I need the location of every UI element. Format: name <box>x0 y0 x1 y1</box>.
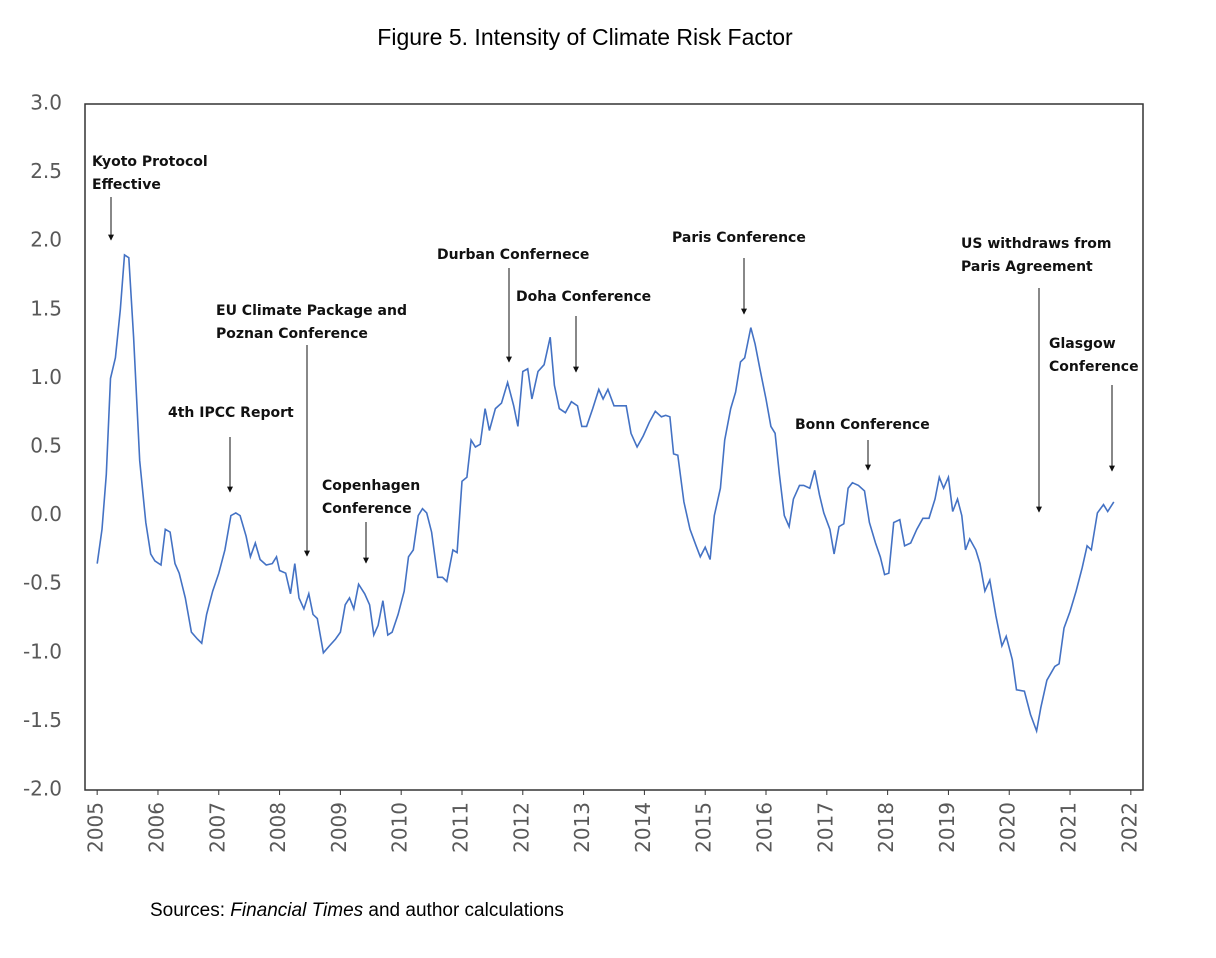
x-tick-label: 2020 <box>996 802 1020 853</box>
x-tick-label: 2016 <box>753 802 777 853</box>
annotation: Conference <box>1049 359 1139 375</box>
y-tick-label: 0.5 <box>30 434 62 458</box>
x-tick-label: 2015 <box>692 802 716 853</box>
y-tick-label: 0.0 <box>30 502 62 526</box>
annotation: Kyoto Protocol <box>92 154 208 170</box>
y-tick-label: 1.0 <box>30 365 62 389</box>
annotation: Doha Conference <box>516 289 651 305</box>
annotation: US withdraws from <box>961 236 1111 252</box>
annotation: Effective <box>92 177 161 193</box>
x-tick-label: 2019 <box>935 802 959 853</box>
y-tick-label: 3.0 <box>30 91 62 115</box>
annotation: Conference <box>322 501 412 517</box>
x-tick-label: 2021 <box>1057 802 1081 853</box>
x-tick-label: 2022 <box>1117 802 1141 853</box>
y-tick-label: -1.0 <box>23 639 62 663</box>
annotation: Poznan Conference <box>216 326 368 342</box>
x-tick-label: 2017 <box>813 802 837 853</box>
source-prefix: Sources: <box>150 900 225 921</box>
x-tick-label: 2010 <box>388 802 412 853</box>
series-line <box>96 253 1115 735</box>
y-tick-label: -0.5 <box>23 571 62 595</box>
x-tick-label: 2009 <box>327 802 351 853</box>
x-tick-label: 2005 <box>84 802 108 853</box>
x-tick-label: 2013 <box>570 802 594 853</box>
source-note: Sources: Financial Times and author calc… <box>150 900 564 922</box>
annotation: Paris Conference <box>672 230 806 246</box>
x-tick-label: 2008 <box>266 802 290 853</box>
source-suffix: and author calculations <box>368 900 564 921</box>
chart-title: Figure 5. Intensity of Climate Risk Fact… <box>377 24 793 50</box>
y-tick-label: 2.0 <box>30 228 62 252</box>
plot-frame <box>84 103 1144 791</box>
annotation: EU Climate Package and <box>216 303 407 319</box>
annotation: 4th IPCC Report <box>168 405 294 421</box>
source-italic: Financial Times <box>230 900 364 921</box>
y-tick-label: 2.5 <box>30 159 62 183</box>
annotation: Durban Confernece <box>437 247 589 263</box>
annotation: Glasgow <box>1049 336 1116 352</box>
y-tick-label: -2.0 <box>23 777 62 801</box>
x-tick-label: 2011 <box>448 802 472 853</box>
x-tick-label: 2014 <box>631 802 655 853</box>
y-tick-label: 1.5 <box>30 296 62 320</box>
x-tick-label: 2006 <box>144 802 168 853</box>
x-tick-label: 2007 <box>205 802 229 853</box>
x-tick-label: 2012 <box>509 802 533 853</box>
y-tick-label: -1.5 <box>23 708 62 732</box>
x-tick-label: 2018 <box>874 802 898 853</box>
annotation: Bonn Conference <box>795 417 930 433</box>
annotation: Copenhagen <box>322 478 420 494</box>
annotation: Paris Agreement <box>961 259 1093 275</box>
